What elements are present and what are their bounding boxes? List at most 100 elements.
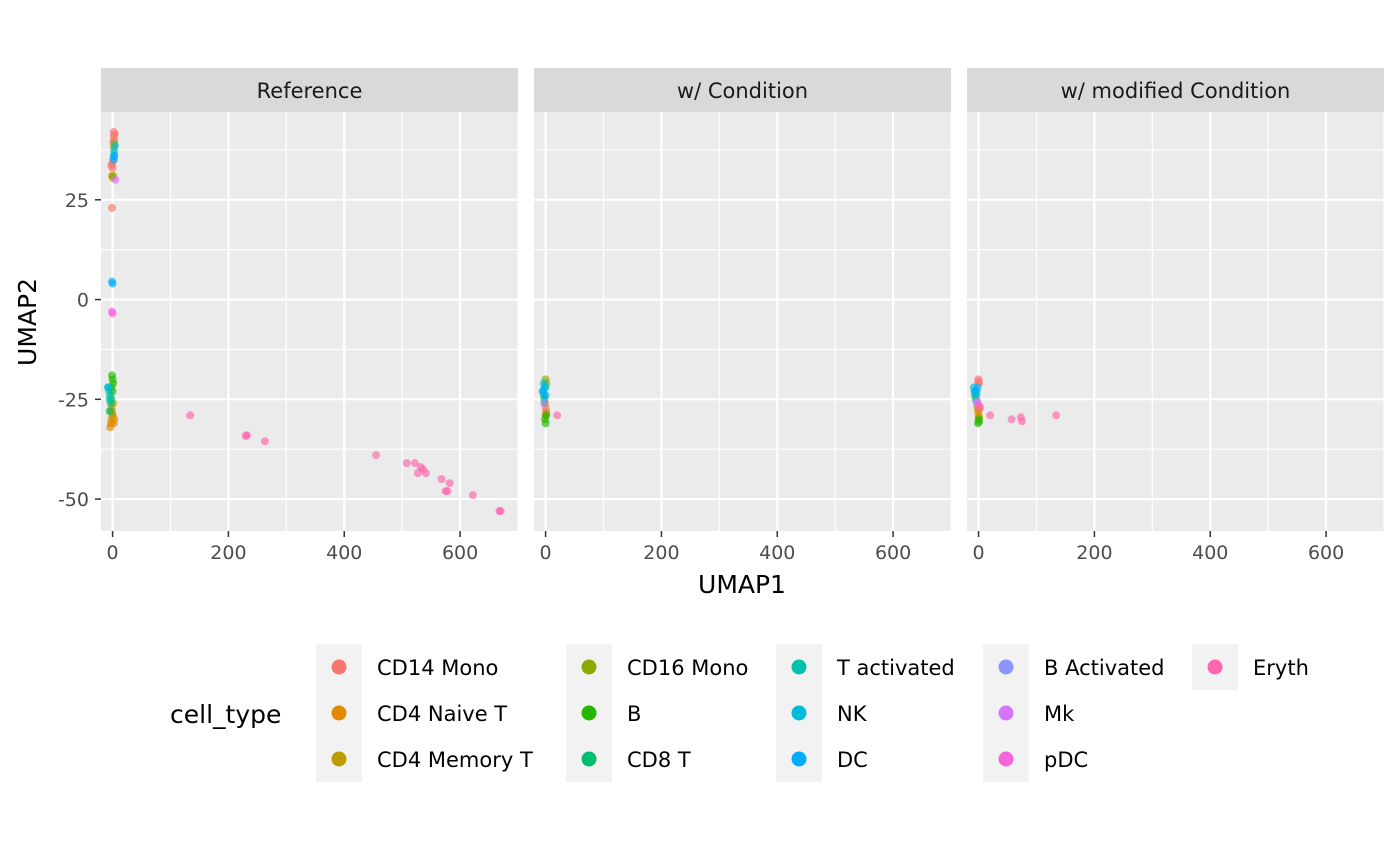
panel-background <box>101 112 518 531</box>
legend-item-t-activated: T activated <box>776 644 955 690</box>
point-b <box>542 411 551 420</box>
x-axis-title: UMAP1 <box>698 570 786 599</box>
panel-background <box>967 112 1384 531</box>
y-tick-label: 0 <box>77 290 89 312</box>
point-mk <box>111 175 120 184</box>
legend-item-cd16-mono: CD16 Mono <box>566 644 748 690</box>
y-axis-title: UMAP2 <box>13 278 42 366</box>
y-tick-label: -25 <box>58 389 89 411</box>
facet-strip <box>101 68 518 112</box>
x-tick-label: 400 <box>759 542 795 564</box>
points-w-condition <box>538 375 562 428</box>
x-tick-label: 200 <box>643 542 679 564</box>
legend-label: CD4 Naive T <box>377 702 507 726</box>
point-b-activated <box>540 399 549 408</box>
point-eryth <box>260 437 269 446</box>
legend-key-dot <box>791 659 807 675</box>
point-eryth <box>986 411 995 420</box>
point-eryth <box>445 479 454 488</box>
legend-label: B <box>627 702 641 726</box>
legend-label: DC <box>837 748 868 772</box>
facet-strip-label: w/ modified Condition <box>1061 79 1291 103</box>
axes: UMAP1 UMAP2 <box>13 278 786 599</box>
legend-item-cd8-t: CD8 T <box>566 736 691 782</box>
point-dc <box>110 151 119 160</box>
point-t-activated <box>105 395 114 404</box>
facet-strip <box>967 68 1384 112</box>
legend-label: Mk <box>1044 702 1075 726</box>
legend-item-pdc: pDC <box>983 736 1088 782</box>
point-b <box>975 417 984 426</box>
point-eryth <box>241 432 250 441</box>
point-eryth <box>186 411 195 420</box>
legend-title: cell_type <box>170 700 281 729</box>
legend-key-dot <box>1207 659 1223 675</box>
x-tick-label: 600 <box>442 542 478 564</box>
x-tick-label: 0 <box>107 542 119 564</box>
points-reference <box>103 127 505 516</box>
facet-panels: Reference 0 200 400 600 -50 -25 0 25 w/ Condition… <box>58 68 1385 564</box>
point-eryth <box>1018 417 1027 426</box>
facet-strip-label: Reference <box>257 79 363 103</box>
legend-item-cd4-memory-t: CD4 Memory T <box>316 736 533 782</box>
legend-key-dot <box>331 705 347 721</box>
point-dc <box>541 391 550 400</box>
legend-key-dot <box>331 659 347 675</box>
points-w-modified-condition <box>969 375 1061 428</box>
legend-item-b-activated: B Activated <box>983 644 1164 690</box>
point-b <box>541 419 550 428</box>
x-tick-label: 600 <box>1308 542 1344 564</box>
facet-reference: Reference 0 200 400 600 -50 -25 0 25 <box>58 68 519 564</box>
point-nk <box>110 141 119 150</box>
legend-key-dot <box>791 751 807 767</box>
legend-label: NK <box>837 702 868 726</box>
x-tick-label: 400 <box>1192 542 1228 564</box>
point-eryth <box>1052 411 1061 420</box>
point-eryth <box>372 451 381 460</box>
legend-item-mk: Mk <box>983 690 1075 736</box>
x-tick-label: 200 <box>1076 542 1112 564</box>
legend-label: CD16 Mono <box>627 656 748 680</box>
panel-background <box>534 112 951 531</box>
legend-label: B Activated <box>1044 656 1164 680</box>
point-cd8-t <box>105 407 114 416</box>
point-eryth <box>437 475 446 484</box>
point-eryth <box>443 487 452 496</box>
point-cd14-mono <box>974 377 983 386</box>
legend-item-eryth: Eryth <box>1192 644 1309 690</box>
x-tick-label: 600 <box>875 542 911 564</box>
point-dc <box>973 383 982 392</box>
legend-key-dot <box>581 705 597 721</box>
legend-label: Eryth <box>1253 656 1309 680</box>
legend-key-dot <box>998 705 1014 721</box>
point-eryth <box>468 491 477 500</box>
point-dc <box>108 277 117 286</box>
point-eryth <box>496 507 505 516</box>
point-cd14-mono <box>110 129 119 138</box>
legend-item-dc: DC <box>776 736 868 782</box>
point-eryth <box>976 403 985 412</box>
x-tick-label: 400 <box>326 542 362 564</box>
y-tick-label: -50 <box>58 489 89 511</box>
point-eryth <box>553 411 562 420</box>
legend-label: pDC <box>1044 748 1088 772</box>
x-tick-label: 0 <box>973 542 985 564</box>
legend-key-dot <box>331 751 347 767</box>
x-tick-label: 0 <box>540 542 552 564</box>
legend-label: CD14 Mono <box>377 656 498 680</box>
legend-key-dot <box>998 659 1014 675</box>
legend-label: CD8 T <box>627 748 691 772</box>
legend-item-b: B <box>566 690 641 736</box>
point-eryth <box>410 459 419 468</box>
x-tick-label: 200 <box>210 542 246 564</box>
legend-label: T activated <box>836 656 955 680</box>
point-eryth <box>1007 415 1016 424</box>
legend-key-dot <box>581 751 597 767</box>
legend-item-cd4-naive-t: CD4 Naive T <box>316 690 507 736</box>
facet-strip-label: w/ Condition <box>677 79 808 103</box>
facet-w-modified-condition: w/ modified Condition 0 200 400 600 <box>967 68 1385 564</box>
facet-strip <box>534 68 951 112</box>
point-eryth <box>402 459 411 468</box>
point-nk <box>103 383 112 392</box>
